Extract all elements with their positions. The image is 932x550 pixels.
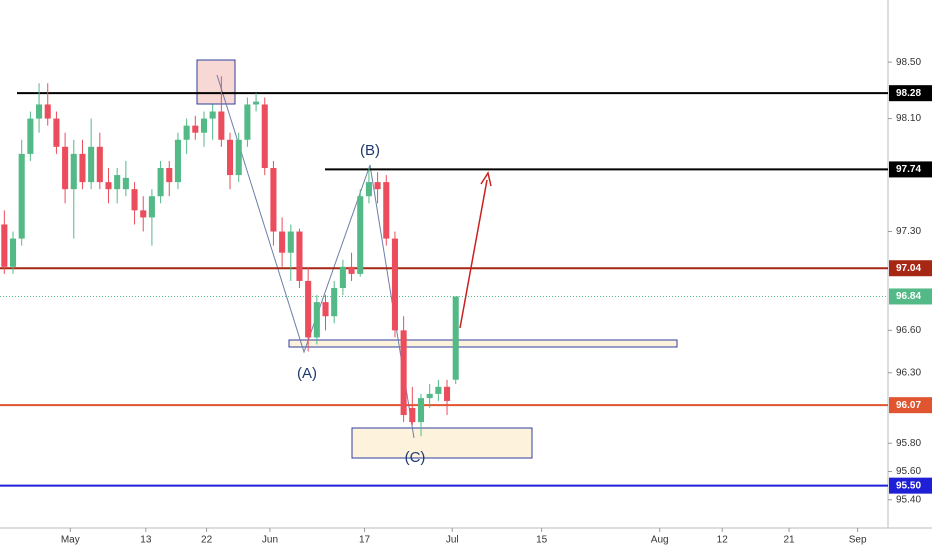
y-tick-label: 96.60 xyxy=(896,325,921,336)
candle-body xyxy=(426,393,433,399)
price-badge xyxy=(889,260,932,277)
candle-body xyxy=(296,231,303,281)
plot xyxy=(0,76,888,487)
x-tick-label: Sep xyxy=(849,535,867,546)
candle-body xyxy=(148,196,155,218)
candle-body xyxy=(192,125,199,133)
x-tick-label: 13 xyxy=(140,535,152,546)
candle-body xyxy=(365,182,372,197)
x-tick-label: Jun xyxy=(262,535,278,546)
x-tick-label: 17 xyxy=(359,535,371,546)
price-badge-label: 95.50 xyxy=(896,480,921,491)
x-tick-label: 15 xyxy=(536,535,548,546)
x-tick-label: 12 xyxy=(717,535,729,546)
y-tick-label: 96.30 xyxy=(896,367,921,378)
candle-body xyxy=(105,182,112,190)
candle-body xyxy=(409,408,416,423)
candle-body xyxy=(183,125,190,140)
candle-body xyxy=(270,168,277,232)
price-badge xyxy=(889,397,932,414)
candle-body xyxy=(62,146,69,190)
candle-body xyxy=(235,139,242,176)
candle-body xyxy=(400,330,407,416)
candle-body xyxy=(122,177,129,190)
price-badge xyxy=(889,477,932,494)
candle-body xyxy=(444,386,451,401)
candle-body xyxy=(166,168,173,183)
candle-body xyxy=(244,104,251,140)
highlight-box xyxy=(196,59,236,105)
candle-body xyxy=(435,386,442,394)
candle-body xyxy=(313,302,320,338)
x-tick-label: Jul xyxy=(446,535,459,546)
candle-body xyxy=(1,224,8,267)
candle-body xyxy=(218,111,225,140)
candle-body xyxy=(417,398,425,423)
candle-body xyxy=(374,182,381,190)
candle-body xyxy=(70,153,77,190)
price-badge-label: 96.84 xyxy=(896,291,921,302)
candle-body xyxy=(88,146,95,183)
candle-body xyxy=(322,302,329,317)
price-badge-label: 97.04 xyxy=(896,263,921,274)
y-tick-label: 98.10 xyxy=(896,113,921,124)
candle-body xyxy=(209,111,216,119)
candle-body xyxy=(279,231,286,253)
candle-body xyxy=(331,288,338,317)
candle-body xyxy=(200,118,208,133)
price-badge xyxy=(889,85,932,102)
candle-body xyxy=(157,168,164,197)
target-box xyxy=(351,427,533,459)
x-tick-label: 21 xyxy=(783,535,795,546)
price-badge-label: 96.07 xyxy=(896,400,921,411)
candle-body xyxy=(339,266,346,288)
candle-body xyxy=(27,118,34,154)
x-tick-label: Aug xyxy=(651,535,669,546)
x-tick-label: May xyxy=(61,535,80,546)
candle-body xyxy=(96,146,103,183)
candle-body xyxy=(114,175,121,190)
candle-body xyxy=(226,139,234,176)
candle-body xyxy=(261,104,268,168)
candle-body xyxy=(287,231,294,253)
candle-body xyxy=(357,196,364,274)
candle-body xyxy=(348,266,355,274)
wave-label: (A) xyxy=(297,365,317,382)
candle-body xyxy=(140,210,147,218)
y-tick-label: 97.30 xyxy=(896,226,921,237)
candle-body xyxy=(18,153,25,239)
candle-body xyxy=(9,238,17,267)
candle-body xyxy=(383,182,390,239)
arrow-shaft xyxy=(459,179,488,329)
candle-body xyxy=(53,118,60,147)
y-tick-label: 95.40 xyxy=(896,494,921,505)
price-badge xyxy=(889,161,932,178)
candle-body xyxy=(174,139,181,183)
x-tick-label: 22 xyxy=(201,535,213,546)
price-badge-label: 97.74 xyxy=(896,164,921,175)
candle-body xyxy=(253,101,260,105)
candle-body xyxy=(131,189,138,211)
candle-body xyxy=(452,296,459,380)
arrow-head xyxy=(480,171,492,187)
candle-body xyxy=(391,238,398,331)
wave-label: (C) xyxy=(405,449,426,466)
support-box xyxy=(288,339,678,348)
y-tick-label: 95.80 xyxy=(896,438,921,449)
price-badge xyxy=(889,288,932,305)
price-badge-label: 98.28 xyxy=(896,88,921,99)
candle-body xyxy=(305,280,312,338)
y-tick-label: 95.60 xyxy=(896,466,921,477)
y-tick-label: 98.50 xyxy=(896,57,921,68)
candle-body xyxy=(44,104,51,119)
candle-body xyxy=(36,104,43,119)
candle-body xyxy=(79,153,86,183)
wave-label: (B) xyxy=(360,142,380,159)
